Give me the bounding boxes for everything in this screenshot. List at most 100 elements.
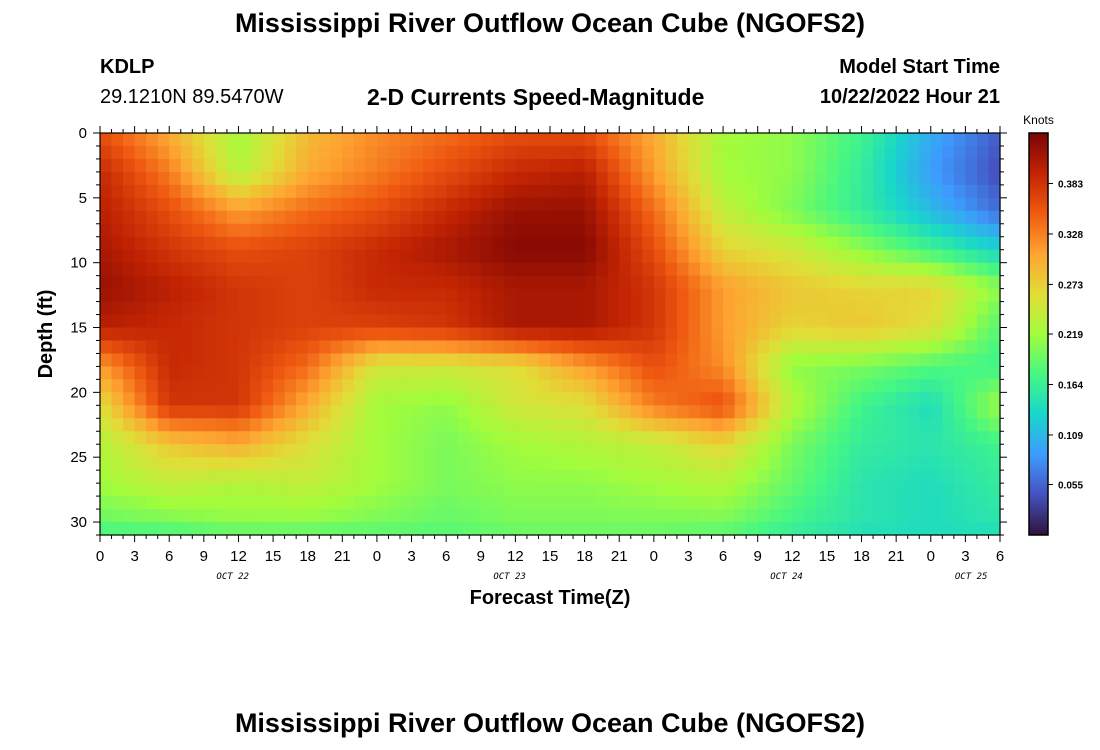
heatmap-cell [942,457,955,471]
heatmap-cell [319,418,332,432]
heatmap-cell [757,184,770,199]
heatmap-cell [503,366,516,380]
heatmap-cell [642,327,655,342]
heatmap-cell [400,145,413,160]
heatmap-cell [700,133,713,147]
heatmap-cell [157,366,170,380]
heatmap-cell [330,145,343,160]
heatmap-cell [700,171,713,186]
heatmap-cell [515,405,528,419]
heatmap-cell [342,301,355,316]
heatmap-cell [838,262,851,277]
heatmap-cell [884,262,897,277]
heatmap-cell [538,366,551,380]
heatmap-cell [400,457,413,471]
heatmap-cell [746,379,759,393]
heatmap-cell [803,509,816,523]
heatmap-cell [261,340,274,355]
heatmap-cell [423,158,436,173]
heatmap-cell [711,509,724,523]
heatmap-cell [630,197,643,212]
heatmap-cell [273,366,286,380]
heatmap-cell [619,353,632,368]
heatmap-cell [550,379,563,393]
heatmap-cell [734,353,747,368]
heatmap-cell [873,145,886,160]
heatmap-cell [965,340,978,355]
heatmap-cell [953,171,966,186]
heatmap-cell [296,392,309,406]
heatmap-cell [850,340,863,355]
heatmap-cell [965,262,978,277]
heatmap-cell [134,470,147,484]
heatmap-cell [769,340,782,355]
heatmap-cell [261,288,274,303]
heatmap-cell [884,236,897,251]
heatmap-cell [169,457,182,471]
heatmap-cell [723,275,736,290]
heatmap-cell [884,405,897,419]
heatmap-cell [838,288,851,303]
x-tick-label: 3 [130,548,138,565]
heatmap-cell [480,236,493,251]
heatmap-cell [700,379,713,393]
heatmap-cell [757,301,770,316]
x-tick-label: 0 [96,548,104,565]
heatmap-cell [469,431,482,445]
heatmap-cell [192,262,205,277]
heatmap-cell [619,444,632,458]
heatmap-cell [826,457,840,471]
heatmap-cell [584,145,597,160]
heatmap-cell [192,470,205,484]
heatmap-cell [423,405,436,419]
heatmap-cell [503,444,516,458]
heatmap-cell [584,496,597,510]
heatmap-cell [676,301,690,316]
heatmap-cell [642,470,655,484]
heatmap-cell [238,496,251,510]
heatmap-cell [688,483,701,497]
heatmap-cell [907,171,920,186]
heatmap-cell [584,444,597,458]
heatmap-cell [284,405,297,419]
heatmap-cell [792,418,805,432]
heatmap-cell [550,184,563,199]
heatmap-cell [434,236,447,251]
heatmap-cell [688,249,701,264]
heatmap-cell [469,457,482,471]
heatmap-cell [619,379,632,393]
heatmap-cell [619,405,632,419]
heatmap-cell [100,133,113,147]
heatmap-cell [376,275,390,290]
heatmap-cell [434,314,447,329]
heatmap-cell [457,223,470,238]
heatmap-cell [734,444,747,458]
heatmap-cell [723,483,736,497]
heatmap-cell [146,327,159,342]
heatmap-cell [226,314,240,329]
heatmap-cell [226,275,240,290]
heatmap-cell [192,158,205,173]
heatmap-cell [861,158,874,173]
heatmap-cell [873,171,886,186]
heatmap-cell [630,353,643,368]
heatmap-cell [942,483,955,497]
heatmap-cell [365,509,378,523]
heatmap-cell [423,418,436,432]
heatmap-cell [365,457,378,471]
heatmap-cell [884,210,897,225]
heatmap-cell [584,133,597,147]
heatmap-cell [676,418,690,432]
heatmap-cell [907,223,920,238]
heatmap-cell [330,457,343,471]
heatmap-cell [180,418,193,432]
heatmap-cell [665,314,678,329]
heatmap-cell [342,431,355,445]
heatmap-cell [134,509,147,523]
heatmap-cell [388,158,401,173]
heatmap-cell [919,171,932,186]
heatmap-cell [261,522,274,536]
heatmap-cell [411,496,424,510]
heatmap-cell [215,496,228,510]
x-tick-label: 9 [477,548,485,565]
